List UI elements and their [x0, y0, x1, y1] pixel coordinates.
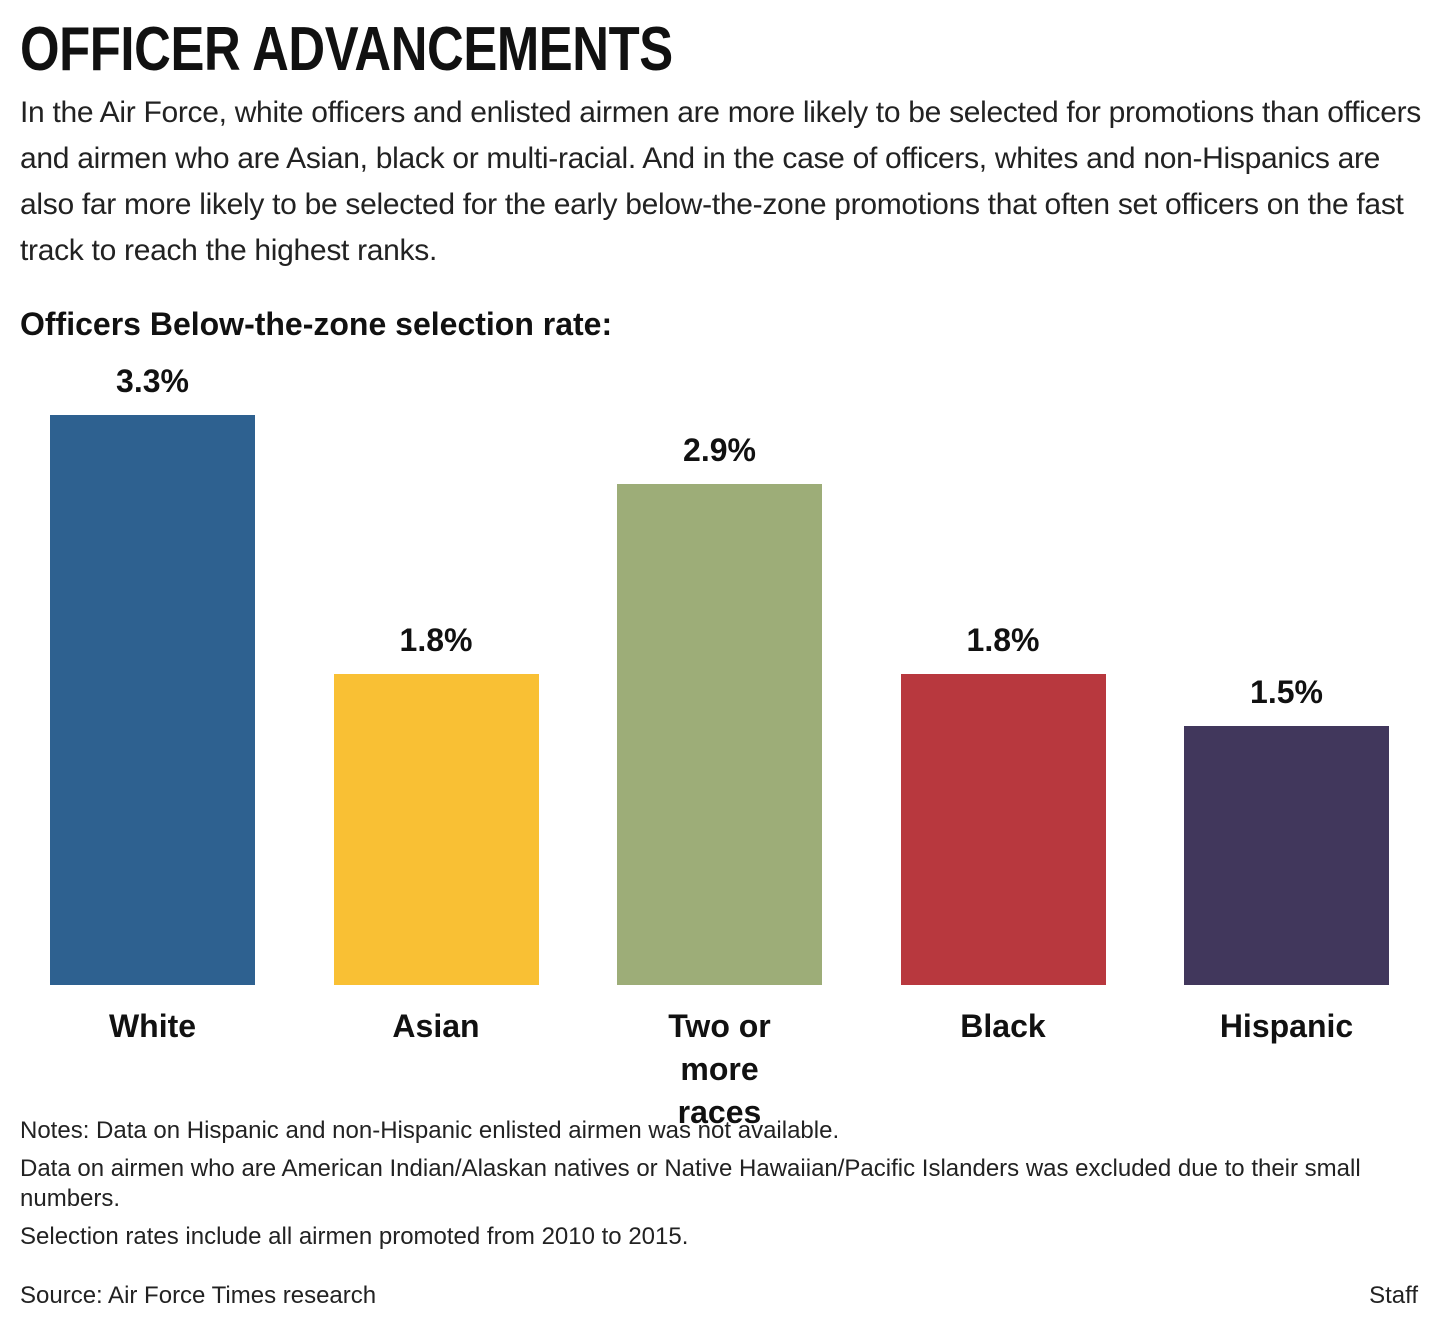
x-tick-label: Hispanic	[1219, 1008, 1354, 1044]
bar	[900, 674, 1106, 985]
note: Data on airmen who are American Indian/A…	[20, 1155, 1361, 1212]
chart-heading: Officers Below-the-zone selection rate:	[20, 306, 613, 342]
subtitle: In the Air Force, white officers and enl…	[20, 96, 1421, 267]
note: Selection rates include all airmen promo…	[20, 1223, 689, 1250]
value-label: 1.5%	[1250, 673, 1323, 710]
x-tick-label: Asian	[392, 1008, 480, 1044]
chart-title: OFFICER ADVANCEMENTS	[20, 15, 673, 84]
value-label: 1.8%	[966, 622, 1040, 659]
bar	[50, 415, 255, 985]
x-tick-label: White	[108, 1008, 197, 1044]
value-label: 1.8%	[399, 622, 473, 659]
source: Source: Air Force Times research	[20, 1282, 377, 1309]
note: Notes: Data on Hispanic and non-Hispanic…	[20, 1117, 840, 1144]
x-tick-label: Two or more races	[668, 1008, 771, 1130]
value-label: 2.9%	[683, 432, 756, 469]
plot: 3.3% White 1.8% Asian 2.9% Two or more races 1…	[50, 363, 1389, 1130]
bar	[617, 484, 822, 985]
value-label: 3.3%	[116, 363, 189, 399]
bar	[1184, 725, 1389, 985]
bar	[333, 674, 539, 985]
x-tick-label: Black	[960, 1008, 1046, 1044]
credit: Staff	[1369, 1282, 1418, 1309]
notes: Notes: Data on Hispanic and non-Hispanic…	[20, 1116, 1425, 1260]
